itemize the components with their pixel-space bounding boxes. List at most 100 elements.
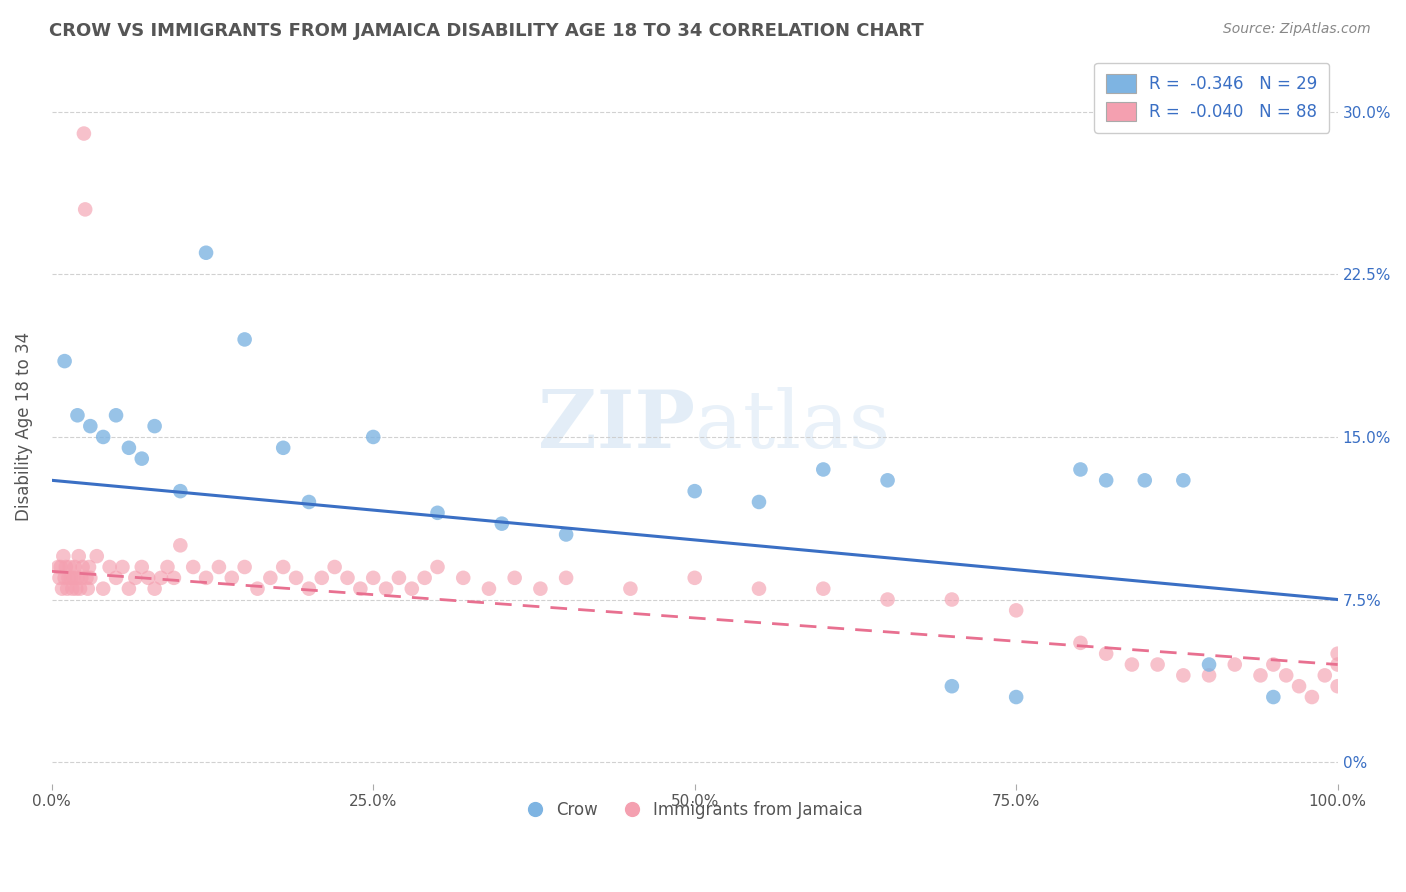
- Point: [143, 582, 166, 596]
- Point: [285, 571, 308, 585]
- Point: [1198, 657, 1220, 672]
- Point: [1005, 690, 1028, 704]
- Point: [52, 549, 75, 564]
- Point: [73, 127, 96, 141]
- Point: [1326, 647, 1348, 661]
- Point: [156, 560, 179, 574]
- Point: [67, 549, 90, 564]
- Point: [63, 560, 86, 574]
- Legend: Crow, Immigrants from Jamaica: Crow, Immigrants from Jamaica: [520, 794, 870, 825]
- Point: [1005, 603, 1028, 617]
- Point: [60, 582, 83, 596]
- Point: [361, 571, 384, 585]
- Point: [1133, 473, 1156, 487]
- Point: [163, 571, 186, 585]
- Point: [118, 582, 141, 596]
- Point: [51, 582, 73, 596]
- Point: [813, 462, 835, 476]
- Point: [75, 202, 97, 217]
- Point: [1326, 679, 1348, 693]
- Point: [111, 560, 134, 574]
- Point: [195, 571, 218, 585]
- Point: [361, 430, 384, 444]
- Point: [181, 560, 204, 574]
- Point: [1069, 462, 1091, 476]
- Point: [388, 571, 411, 585]
- Point: [91, 582, 114, 596]
- Point: [118, 441, 141, 455]
- Point: [1275, 668, 1298, 682]
- Point: [401, 582, 423, 596]
- Point: [48, 571, 70, 585]
- Point: [124, 571, 146, 585]
- Point: [1095, 647, 1118, 661]
- Point: [46, 560, 69, 574]
- Point: [55, 560, 77, 574]
- Point: [1121, 657, 1143, 672]
- Point: [86, 549, 108, 564]
- Point: [1250, 668, 1272, 682]
- Point: [413, 571, 436, 585]
- Point: [136, 571, 159, 585]
- Point: [1263, 657, 1285, 672]
- Point: [208, 560, 231, 574]
- Point: [72, 560, 94, 574]
- Point: [298, 495, 321, 509]
- Point: [59, 560, 82, 574]
- Point: [941, 679, 963, 693]
- Text: atlas: atlas: [695, 387, 890, 465]
- Point: [555, 527, 578, 541]
- Point: [69, 582, 91, 596]
- Point: [1198, 668, 1220, 682]
- Point: [77, 560, 100, 574]
- Point: [76, 582, 98, 596]
- Point: [813, 582, 835, 596]
- Point: [169, 484, 191, 499]
- Point: [298, 582, 321, 596]
- Point: [323, 560, 346, 574]
- Point: [478, 582, 501, 596]
- Point: [748, 582, 770, 596]
- Point: [143, 419, 166, 434]
- Point: [105, 571, 128, 585]
- Point: [131, 560, 153, 574]
- Point: [169, 538, 191, 552]
- Point: [66, 571, 89, 585]
- Point: [56, 582, 79, 596]
- Point: [1263, 690, 1285, 704]
- Point: [1326, 657, 1348, 672]
- Point: [150, 571, 173, 585]
- Point: [748, 495, 770, 509]
- Point: [79, 571, 101, 585]
- Point: [60, 571, 83, 585]
- Text: Source: ZipAtlas.com: Source: ZipAtlas.com: [1223, 22, 1371, 37]
- Point: [233, 560, 256, 574]
- Point: [65, 582, 87, 596]
- Point: [1173, 668, 1195, 682]
- Point: [426, 560, 449, 574]
- Point: [53, 354, 76, 368]
- Point: [1146, 657, 1168, 672]
- Point: [503, 571, 526, 585]
- Point: [58, 571, 80, 585]
- Point: [98, 560, 121, 574]
- Point: [233, 333, 256, 347]
- Y-axis label: Disability Age 18 to 34: Disability Age 18 to 34: [15, 332, 32, 521]
- Point: [529, 582, 551, 596]
- Point: [876, 473, 898, 487]
- Point: [91, 430, 114, 444]
- Point: [1313, 668, 1336, 682]
- Point: [1173, 473, 1195, 487]
- Point: [451, 571, 474, 585]
- Point: [683, 571, 706, 585]
- Point: [105, 409, 128, 423]
- Text: CROW VS IMMIGRANTS FROM JAMAICA DISABILITY AGE 18 TO 34 CORRELATION CHART: CROW VS IMMIGRANTS FROM JAMAICA DISABILI…: [49, 22, 924, 40]
- Point: [336, 571, 359, 585]
- Point: [426, 506, 449, 520]
- Point: [349, 582, 371, 596]
- Point: [195, 245, 218, 260]
- Point: [941, 592, 963, 607]
- Point: [876, 592, 898, 607]
- Point: [49, 560, 72, 574]
- Point: [259, 571, 281, 585]
